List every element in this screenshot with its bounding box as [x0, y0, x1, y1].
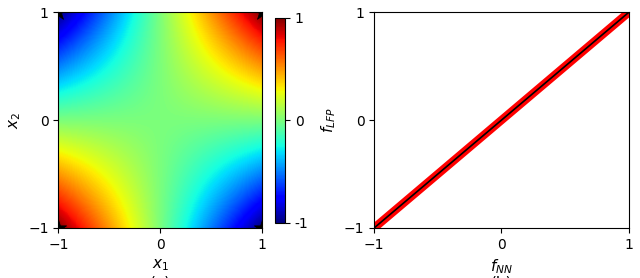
Text: (b): (b): [491, 275, 512, 278]
Point: [53, 226, 63, 230]
Point: [257, 10, 267, 15]
X-axis label: $f_{NN}$: $f_{NN}$: [490, 257, 513, 276]
X-axis label: $x_1$: $x_1$: [152, 257, 169, 273]
Y-axis label: $x_2$: $x_2$: [7, 112, 22, 129]
Y-axis label: $f_{LFP}$: $f_{LFP}$: [319, 107, 339, 133]
Text: (a): (a): [150, 275, 171, 278]
Point: [53, 10, 63, 15]
Point: [257, 226, 267, 230]
